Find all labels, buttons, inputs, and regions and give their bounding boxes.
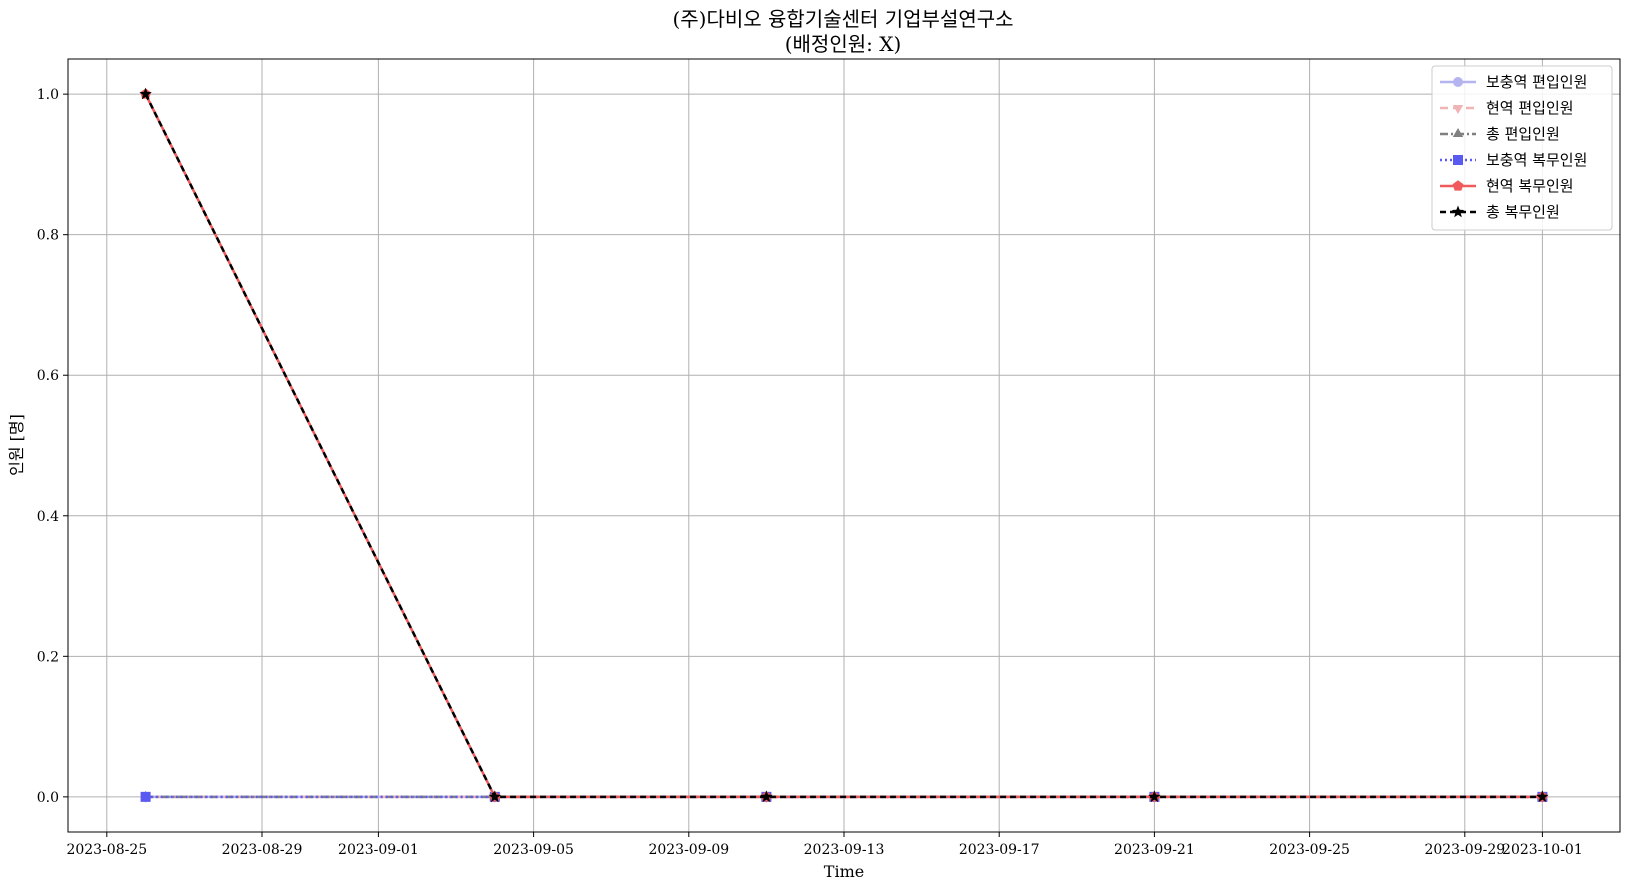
legend-marker bbox=[1452, 128, 1464, 137]
x-tick-label: 2023-09-21 bbox=[1114, 842, 1195, 858]
x-tick-label: 2023-09-05 bbox=[493, 842, 574, 858]
series-6 bbox=[139, 87, 1549, 803]
legend-label: 총 복무인원 bbox=[1486, 203, 1560, 221]
y-axis-label: 인원 [명] bbox=[7, 414, 26, 476]
chart-title: (주)다비오 융합기술센터 기업부설연구소 bbox=[672, 7, 1013, 31]
legend-marker bbox=[1453, 77, 1463, 87]
legend-box bbox=[1431, 65, 1613, 231]
data-point bbox=[139, 87, 152, 100]
series-line bbox=[144, 93, 1543, 799]
x-tick-label: 2023-09-01 bbox=[338, 842, 419, 858]
legend-marker bbox=[1452, 180, 1464, 191]
legend-label: 현역 편입인원 bbox=[1486, 99, 1574, 117]
legend-label: 보충역 편입인원 bbox=[1486, 73, 1587, 91]
legend-label: 총 편입인원 bbox=[1486, 125, 1560, 143]
x-tick-label: 2023-08-29 bbox=[222, 842, 303, 858]
x-tick-label: 2023-09-25 bbox=[1269, 842, 1350, 858]
legend-marker bbox=[1453, 155, 1463, 165]
x-tick-label: 2023-08-25 bbox=[66, 842, 147, 858]
data-point bbox=[1536, 790, 1549, 803]
x-tick-label: 2023-10-01 bbox=[1502, 842, 1583, 858]
chart-subtitle: (배정인원: X) bbox=[785, 32, 902, 56]
legend-marker bbox=[1451, 205, 1465, 218]
y-tick-label: 0.8 bbox=[37, 228, 59, 244]
x-tick-label: 2023-09-13 bbox=[804, 842, 885, 858]
y-tick-label: 1.0 bbox=[37, 87, 59, 103]
data-point bbox=[488, 790, 501, 803]
ticks: 2023-08-25 2023-08-29 2023-09-01 2023-09-05… bbox=[37, 87, 1583, 858]
legend-label: 보충역 복무인원 bbox=[1486, 151, 1587, 169]
data-point bbox=[760, 790, 773, 803]
x-tick-label: 2023-09-09 bbox=[648, 842, 729, 858]
data-point bbox=[140, 791, 151, 802]
y-tick-label: 0.0 bbox=[37, 790, 59, 806]
x-tick-label: 2023-09-29 bbox=[1424, 842, 1505, 858]
y-tick-label: 0.2 bbox=[37, 649, 59, 665]
x-tick-label: 2023-09-17 bbox=[959, 842, 1040, 858]
series-layer bbox=[139, 87, 1549, 803]
x-axis-label: Time bbox=[824, 862, 864, 881]
legend-marker bbox=[1452, 105, 1464, 114]
legend-label: 현역 복무인원 bbox=[1486, 177, 1574, 195]
data-point bbox=[1148, 790, 1161, 803]
y-tick-label: 0.6 bbox=[37, 368, 59, 384]
y-tick-label: 0.4 bbox=[37, 509, 59, 525]
grid bbox=[68, 59, 1620, 832]
